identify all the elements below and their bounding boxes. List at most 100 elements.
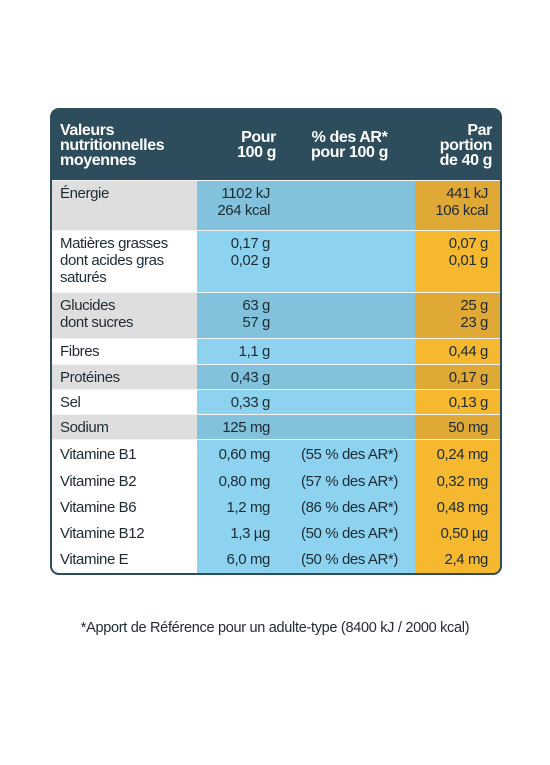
table-row: Vitamine B2 0,80 mg (57 % des AR*) 0,32 mg [52, 468, 500, 495]
text-line: 0,80 mg [218, 472, 271, 490]
text-line: 0,44 g [448, 343, 489, 360]
text-line: 23 g [460, 314, 488, 331]
text-line: saturés [60, 269, 107, 286]
header-cell: Par portion de 40 g [415, 110, 500, 181]
text-line: 0,50 µg [440, 524, 488, 542]
text-line: pour 100 g [311, 144, 388, 161]
header-cell: % des AR* pour 100 g [284, 110, 415, 181]
text-line: 0,33 g [230, 394, 271, 411]
table-cell: 0,24 mg [415, 439, 500, 469]
table-cell: 1,3 µg [197, 520, 284, 547]
table-cell: Énergie [52, 180, 197, 231]
table-cell [284, 338, 415, 365]
text-line: 441 kJ [446, 185, 488, 202]
text-line: 125 mg [222, 419, 270, 436]
text-line: Sodium [60, 419, 109, 436]
text-line: 25 g [460, 297, 488, 314]
text-line: 1,1 g [238, 343, 271, 360]
table-row: Glucides dont sucres 63 g 57 g 25 g 23 g [52, 292, 500, 339]
table-cell: Vitamine E [52, 546, 197, 573]
text-line: dont acides gras [60, 252, 164, 269]
table-row: Protéines 0,43 g 0,17 g [52, 364, 500, 390]
table-cell: 6,0 mg [197, 546, 284, 573]
table-cell [284, 389, 415, 415]
text-line: Pour [241, 129, 276, 146]
table-cell: 0,50 µg [415, 520, 500, 547]
table-cell: 0,43 g [197, 364, 284, 390]
text-line: 63 g [242, 297, 270, 314]
text-line: Vitamine B1 [60, 446, 137, 463]
table-cell: 0,44 g [415, 338, 500, 365]
text-line: 0,13 g [448, 394, 489, 411]
table-row: Énergie 1102 kJ 264 kcal 441 kJ 106 kcal [52, 180, 500, 231]
table-cell: 25 g 23 g [415, 292, 500, 339]
table-cell: 0,33 g [197, 389, 284, 415]
nutrition-table: Valeurs nutritionnelles moyennes Pour 100 g%… [50, 108, 502, 575]
text-line: (50 % des AR*) [301, 524, 398, 542]
table-cell: Protéines [52, 364, 197, 390]
text-line: 264 kcal [217, 202, 270, 219]
table-cell [284, 364, 415, 390]
table-cell [284, 292, 415, 339]
table-cell [284, 180, 415, 231]
table-row: Vitamine B12 1,3 µg (50 % des AR*) 0,50 µg [52, 520, 500, 547]
table-cell: (57 % des AR*) [284, 468, 415, 495]
text-line: nutritionnelles [60, 136, 165, 154]
table-cell: Glucides dont sucres [52, 292, 197, 339]
table-cell: 0,32 mg [415, 468, 500, 495]
text-line: Protéines [60, 369, 120, 386]
table-row: Vitamine E 6,0 mg (50 % des AR*) 2,4 mg [52, 546, 500, 573]
text-line: 57 g [242, 314, 270, 331]
text-line: % des AR* [311, 129, 388, 146]
text-line: Valeurs [60, 121, 115, 139]
text-line: (57 % des AR*) [301, 472, 398, 490]
table-cell: 1,1 g [197, 338, 284, 365]
text-line: 0,43 g [230, 369, 271, 386]
text-line: dont sucres [60, 314, 134, 331]
table-cell: (86 % des AR*) [284, 494, 415, 521]
table-cell: 125 mg [197, 414, 284, 440]
text-line: Vitamine B6 [60, 498, 137, 516]
text-line: de 40 g [439, 151, 493, 169]
text-line: Vitamine E [60, 550, 129, 568]
table-cell: (50 % des AR*) [284, 546, 415, 573]
text-line: Vitamine B2 [60, 472, 137, 490]
table-cell: 0,48 mg [415, 494, 500, 521]
text-line: (55 % des AR*) [301, 446, 398, 463]
text-line: 0,32 mg [436, 472, 489, 490]
text-line: 1,2 mg [226, 498, 271, 516]
text-line: Par [467, 121, 492, 139]
header-cell: Pour 100 g [197, 110, 284, 181]
footnote: *Apport de Référence pour un adulte-type… [80, 620, 470, 636]
table-cell: 2,4 mg [415, 546, 500, 573]
table-row: Fibres 1,1 g 0,44 g [52, 338, 500, 365]
table-cell: 50 mg [415, 414, 500, 440]
table-cell: Sodium [52, 414, 197, 440]
table-row: Vitamine B1 0,60 mg (55 % des AR*) 0,24 mg [52, 439, 500, 469]
text-line: 100 g [237, 144, 276, 161]
table-cell: Fibres [52, 338, 197, 365]
text-line: Vitamine B12 [60, 524, 145, 542]
text-line: (50 % des AR*) [301, 550, 398, 568]
text-line: Glucides [60, 297, 116, 314]
table-cell: Vitamine B1 [52, 439, 197, 469]
text-line: 6,0 mg [226, 550, 271, 568]
table-cell: Matières grasses dont acides gras saturés [52, 230, 197, 293]
text-line: 50 mg [448, 419, 488, 436]
text-line: (86 % des AR*) [301, 498, 398, 516]
text-line: 0,24 mg [436, 446, 489, 463]
table-cell: 441 kJ 106 kcal [415, 180, 500, 231]
text-line: Matières grasses [60, 235, 168, 252]
text-line: moyennes [60, 151, 136, 169]
table-cell: (55 % des AR*) [284, 439, 415, 469]
text-line: 2,4 mg [444, 550, 489, 568]
table-cell: 1102 kJ 264 kcal [197, 180, 284, 231]
text-line: portion [439, 136, 493, 154]
text-line: Sel [60, 394, 81, 411]
table-cell: 0,17 g 0,02 g [197, 230, 284, 293]
header-row: Valeurs nutritionnelles moyennes Pour 100 g%… [52, 110, 500, 181]
text-line: 0,60 mg [218, 446, 271, 463]
text-line: 1102 kJ [221, 185, 270, 202]
table: Valeurs nutritionnelles moyennes Pour 100 g%… [52, 110, 500, 573]
table-cell: 0,80 mg [197, 468, 284, 495]
